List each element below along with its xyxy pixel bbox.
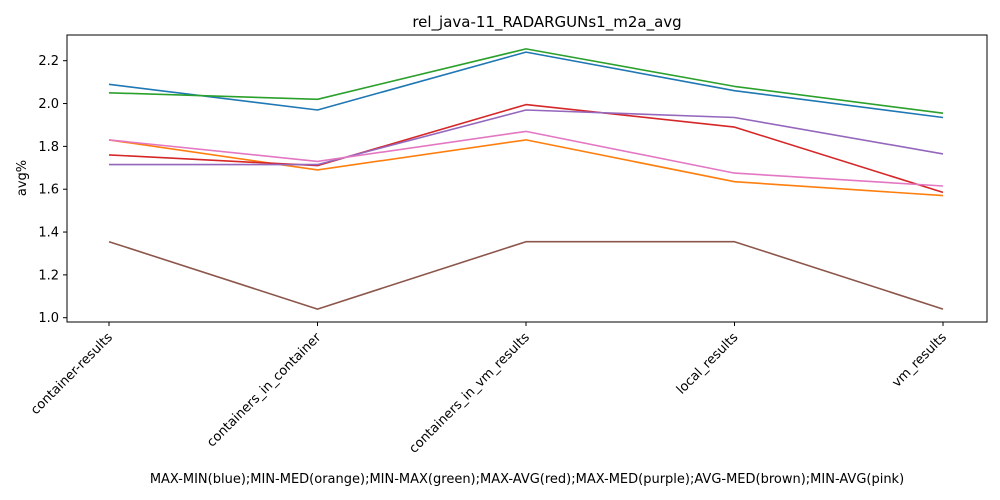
y-tick-label: 1.2 bbox=[38, 268, 59, 283]
series-line-2 bbox=[108, 48, 944, 114]
plot-area: 1.0 1.2 1.4 1.6 1.8 2.0 2.2 container-results co… bbox=[28, 34, 988, 457]
series-line-1 bbox=[108, 139, 944, 197]
y-tick-label: 1.8 bbox=[38, 140, 59, 155]
series-line-0 bbox=[108, 51, 944, 119]
x-axis-label: MAX-MIN(blue);MIN-MED(orange);MIN-MAX(gr… bbox=[150, 472, 904, 487]
plot-frame bbox=[66, 34, 988, 323]
y-tick-label: 1.4 bbox=[38, 226, 59, 241]
chart-title: rel_java-11_RADARGUNs1_m2a_avg bbox=[412, 13, 681, 32]
x-tick-label: vm_results bbox=[889, 330, 950, 391]
series-line-6 bbox=[108, 130, 944, 187]
x-tick-label: local_results bbox=[674, 330, 742, 398]
x-tick-label: container-results bbox=[28, 330, 116, 418]
y-tick-label: 1.0 bbox=[38, 311, 59, 326]
x-tick-label: containers_in_container bbox=[204, 330, 325, 451]
y-tick-label: 2.0 bbox=[38, 97, 59, 112]
series-line-5 bbox=[108, 240, 944, 310]
y-axis-label: avg% bbox=[15, 160, 30, 196]
series-line-4 bbox=[109, 109, 944, 166]
y-tick-label: 1.6 bbox=[38, 183, 59, 198]
y-tick-label: 2.2 bbox=[38, 54, 59, 69]
x-tick-label: containers_in_vm_results bbox=[407, 330, 533, 456]
series-line-3 bbox=[108, 103, 944, 194]
